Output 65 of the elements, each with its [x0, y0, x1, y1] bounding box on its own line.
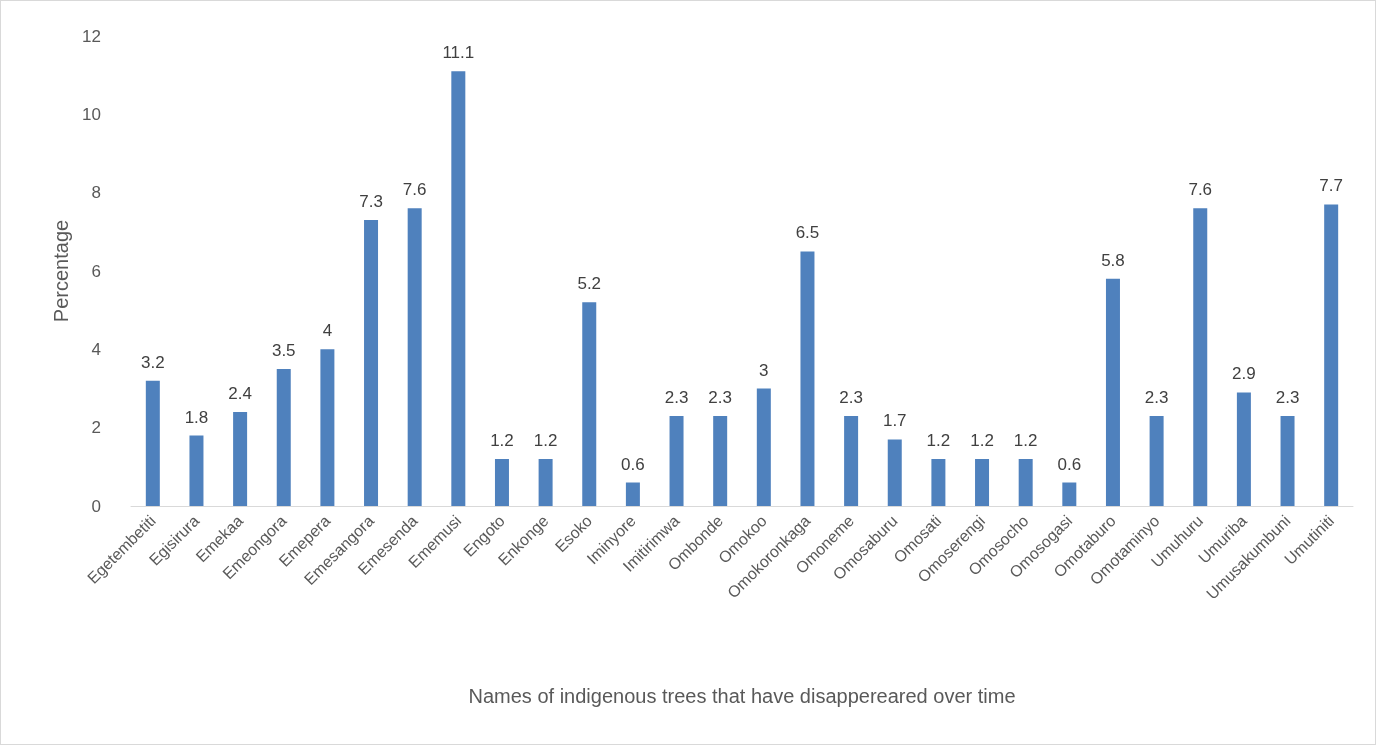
x-axis-title: Names of indigenous trees that have disappereared over time	[468, 685, 1016, 707]
bar	[887, 439, 902, 506]
y-tick-label: 10	[82, 104, 101, 124]
bar	[145, 380, 160, 506]
bar	[320, 349, 335, 506]
bar	[1193, 208, 1208, 506]
data-label: 1.2	[533, 431, 558, 450]
data-label: 7.6	[402, 180, 427, 200]
data-label: 7.7	[1319, 176, 1343, 196]
bar	[233, 412, 248, 506]
data-label: 1.7	[882, 411, 907, 431]
data-label: 2.4	[228, 384, 252, 403]
bar	[625, 482, 640, 506]
bar	[713, 415, 728, 506]
data-label: 0.6	[1057, 454, 1082, 474]
bar	[364, 220, 379, 506]
data-label: 5.2	[577, 274, 602, 294]
data-label: 1.8	[184, 407, 209, 427]
bar	[582, 302, 597, 506]
data-label: 2.3	[1275, 387, 1300, 407]
bar	[451, 71, 466, 506]
bar	[756, 388, 771, 506]
y-tick-label: 8	[91, 183, 101, 203]
data-label: 1.2	[490, 431, 514, 450]
data-label: 1.2	[1013, 431, 1038, 450]
data-label: 3	[759, 360, 769, 380]
data-label: 2.3	[708, 387, 732, 407]
data-label: 2.3	[664, 387, 689, 407]
y-tick-label: 2	[91, 418, 101, 438]
bar	[538, 459, 553, 506]
data-label: 5.8	[1101, 250, 1125, 270]
bar	[407, 208, 422, 506]
data-label: 1.2	[970, 431, 994, 450]
bar	[494, 459, 509, 506]
bar	[1236, 392, 1251, 506]
data-label: 3.5	[271, 340, 296, 360]
bar	[189, 435, 204, 506]
bar	[1018, 459, 1033, 506]
data-label: 2.3	[1144, 387, 1169, 407]
bar	[1324, 204, 1339, 506]
data-label: 7.6	[1188, 180, 1213, 200]
bar	[276, 368, 291, 506]
data-label: 2.9	[1232, 364, 1256, 384]
bar	[800, 251, 815, 506]
y-tick-label: 12	[82, 26, 101, 46]
bar	[931, 459, 946, 506]
y-tick-label: 0	[91, 496, 101, 516]
bar	[1105, 278, 1120, 506]
data-label: 0.6	[621, 454, 645, 474]
data-label: 2.3	[839, 387, 863, 407]
bar	[844, 415, 859, 506]
bar	[975, 459, 990, 506]
y-tick-label: 6	[91, 261, 101, 281]
bar	[669, 415, 684, 506]
bar	[1062, 482, 1077, 506]
data-label: 1.2	[926, 431, 951, 450]
data-label: 7.3	[359, 192, 383, 212]
data-label: 6.5	[795, 223, 820, 243]
data-label: 11.1	[442, 43, 475, 63]
y-tick-label: 4	[91, 339, 101, 359]
data-label: 3.2	[141, 352, 165, 372]
y-axis-title: Percentage	[50, 219, 72, 323]
bar	[1280, 415, 1295, 506]
bar	[1149, 415, 1164, 506]
data-label: 4	[322, 321, 333, 341]
